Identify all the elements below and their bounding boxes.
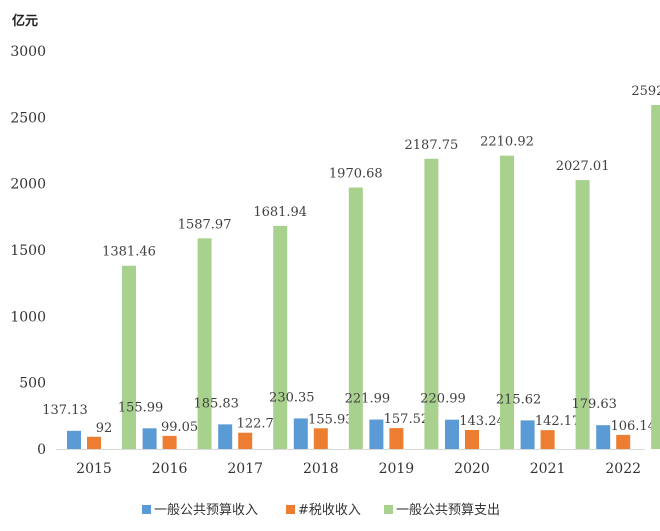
data-label-2018-series-2: 155.93 [308, 412, 354, 427]
bar-2021-series-3 [575, 180, 590, 449]
x-tick-label: 2020 [454, 461, 490, 477]
y-tick-label: 1000 [10, 309, 46, 325]
data-label-2018-series-1: 230.35 [269, 390, 315, 405]
bar-2017-series-1 [218, 424, 233, 449]
data-label-2022-series-1: 179.63 [571, 397, 617, 412]
bar-2015-series-1 [67, 430, 81, 449]
bar-2017-series-3 [273, 225, 288, 449]
data-label-2016-series-3: 1587.97 [178, 217, 232, 232]
data-label-2019-series-3: 2187.75 [405, 138, 459, 153]
data-label-2017-series-1: 185.83 [193, 396, 239, 411]
x-tick-label: 2019 [379, 461, 415, 477]
y-axis: 0 500 1000 1500 2000 2500 3000 [10, 44, 46, 458]
bar-2015-series-2 [87, 436, 101, 449]
y-tick-label: 2000 [10, 177, 46, 193]
plot-area: 137.13 92 1381.46 155.99 99.05 1587.97 185.83 1… [42, 84, 660, 450]
data-label-2015-series-3: 1381.46 [102, 245, 156, 260]
bar-2016-series-2 [162, 435, 177, 449]
bar-2022-series-3 [651, 104, 660, 449]
y-axis-unit-label: 亿元 [12, 13, 38, 29]
x-tick-label: 2021 [530, 461, 566, 477]
data-label-2020-series-2: 143.24 [459, 414, 505, 429]
data-label-2022-series-2: 106.14 [610, 419, 656, 434]
x-tick-label: 2017 [227, 461, 263, 477]
bar-2018-series-1 [293, 418, 308, 449]
bar-2021-series-1 [520, 420, 535, 449]
bar-2017-series-2 [238, 432, 253, 449]
data-label-2021-series-2: 142.17 [535, 414, 581, 429]
data-label-2015-series-1: 137.13 [42, 403, 88, 418]
bar-2018-series-2 [313, 428, 328, 449]
data-label-2019-series-1: 221.99 [345, 392, 391, 407]
bar-2019-series-1 [369, 419, 384, 449]
data-label-2016-series-2: 99.05 [161, 420, 198, 435]
data-label-2015-series-2: 92 [96, 421, 113, 436]
bar-2022-series-1 [596, 425, 611, 449]
legend-swatch-series-1 [142, 505, 151, 514]
y-tick-label: 2500 [10, 110, 46, 126]
bar-2015-series-3 [122, 265, 136, 449]
bar-2018-series-3 [348, 187, 363, 449]
data-label-2020-series-3: 2210.92 [480, 135, 534, 150]
data-label-2019-series-2: 157.52 [384, 412, 430, 427]
data-label-2021-series-1: 215.62 [496, 392, 542, 407]
x-tick-label: 2015 [76, 461, 112, 477]
data-label-2017-series-2: 122.7 [237, 417, 274, 432]
bar-2020-series-2 [465, 429, 479, 449]
y-tick-label: 500 [19, 376, 46, 392]
data-label-2016-series-1: 155.99 [118, 400, 164, 415]
bar-2022-series-2 [616, 434, 631, 449]
y-tick-label: 3000 [10, 44, 46, 60]
legend-label-series-2: #税收收入 [298, 503, 361, 518]
y-tick-label: 1500 [10, 243, 46, 259]
bar-2021-series-2 [540, 430, 555, 449]
x-axis: 2015 2016 2017 2018 2019 2020 2021 2022 [76, 461, 641, 477]
legend: 一般公共预算收入 #税收收入 一般公共预算支出 [142, 502, 500, 518]
bar-2016-series-1 [142, 428, 157, 449]
x-tick-label: 2022 [605, 461, 641, 477]
legend-label-series-1: 一般公共预算收入 [154, 502, 258, 518]
bar-2020-series-1 [445, 419, 459, 449]
legend-swatch-series-2 [286, 505, 295, 514]
data-label-2021-series-3: 2027.01 [556, 159, 610, 174]
legend-label-series-3: 一般公共预算支出 [396, 502, 500, 518]
data-label-2020-series-1: 220.99 [420, 392, 466, 407]
bar-2019-series-3 [424, 158, 439, 450]
y-tick-label: 0 [37, 442, 46, 458]
bar-2016-series-3 [197, 238, 212, 449]
bar-2020-series-3 [500, 155, 514, 449]
bar-2019-series-2 [389, 428, 404, 449]
legend-swatch-series-3 [384, 505, 393, 514]
x-tick-label: 2016 [152, 461, 188, 477]
data-label-2018-series-3: 1970.68 [329, 167, 383, 182]
data-label-2017-series-3: 1681.94 [253, 205, 307, 220]
x-tick-label: 2018 [303, 461, 339, 477]
